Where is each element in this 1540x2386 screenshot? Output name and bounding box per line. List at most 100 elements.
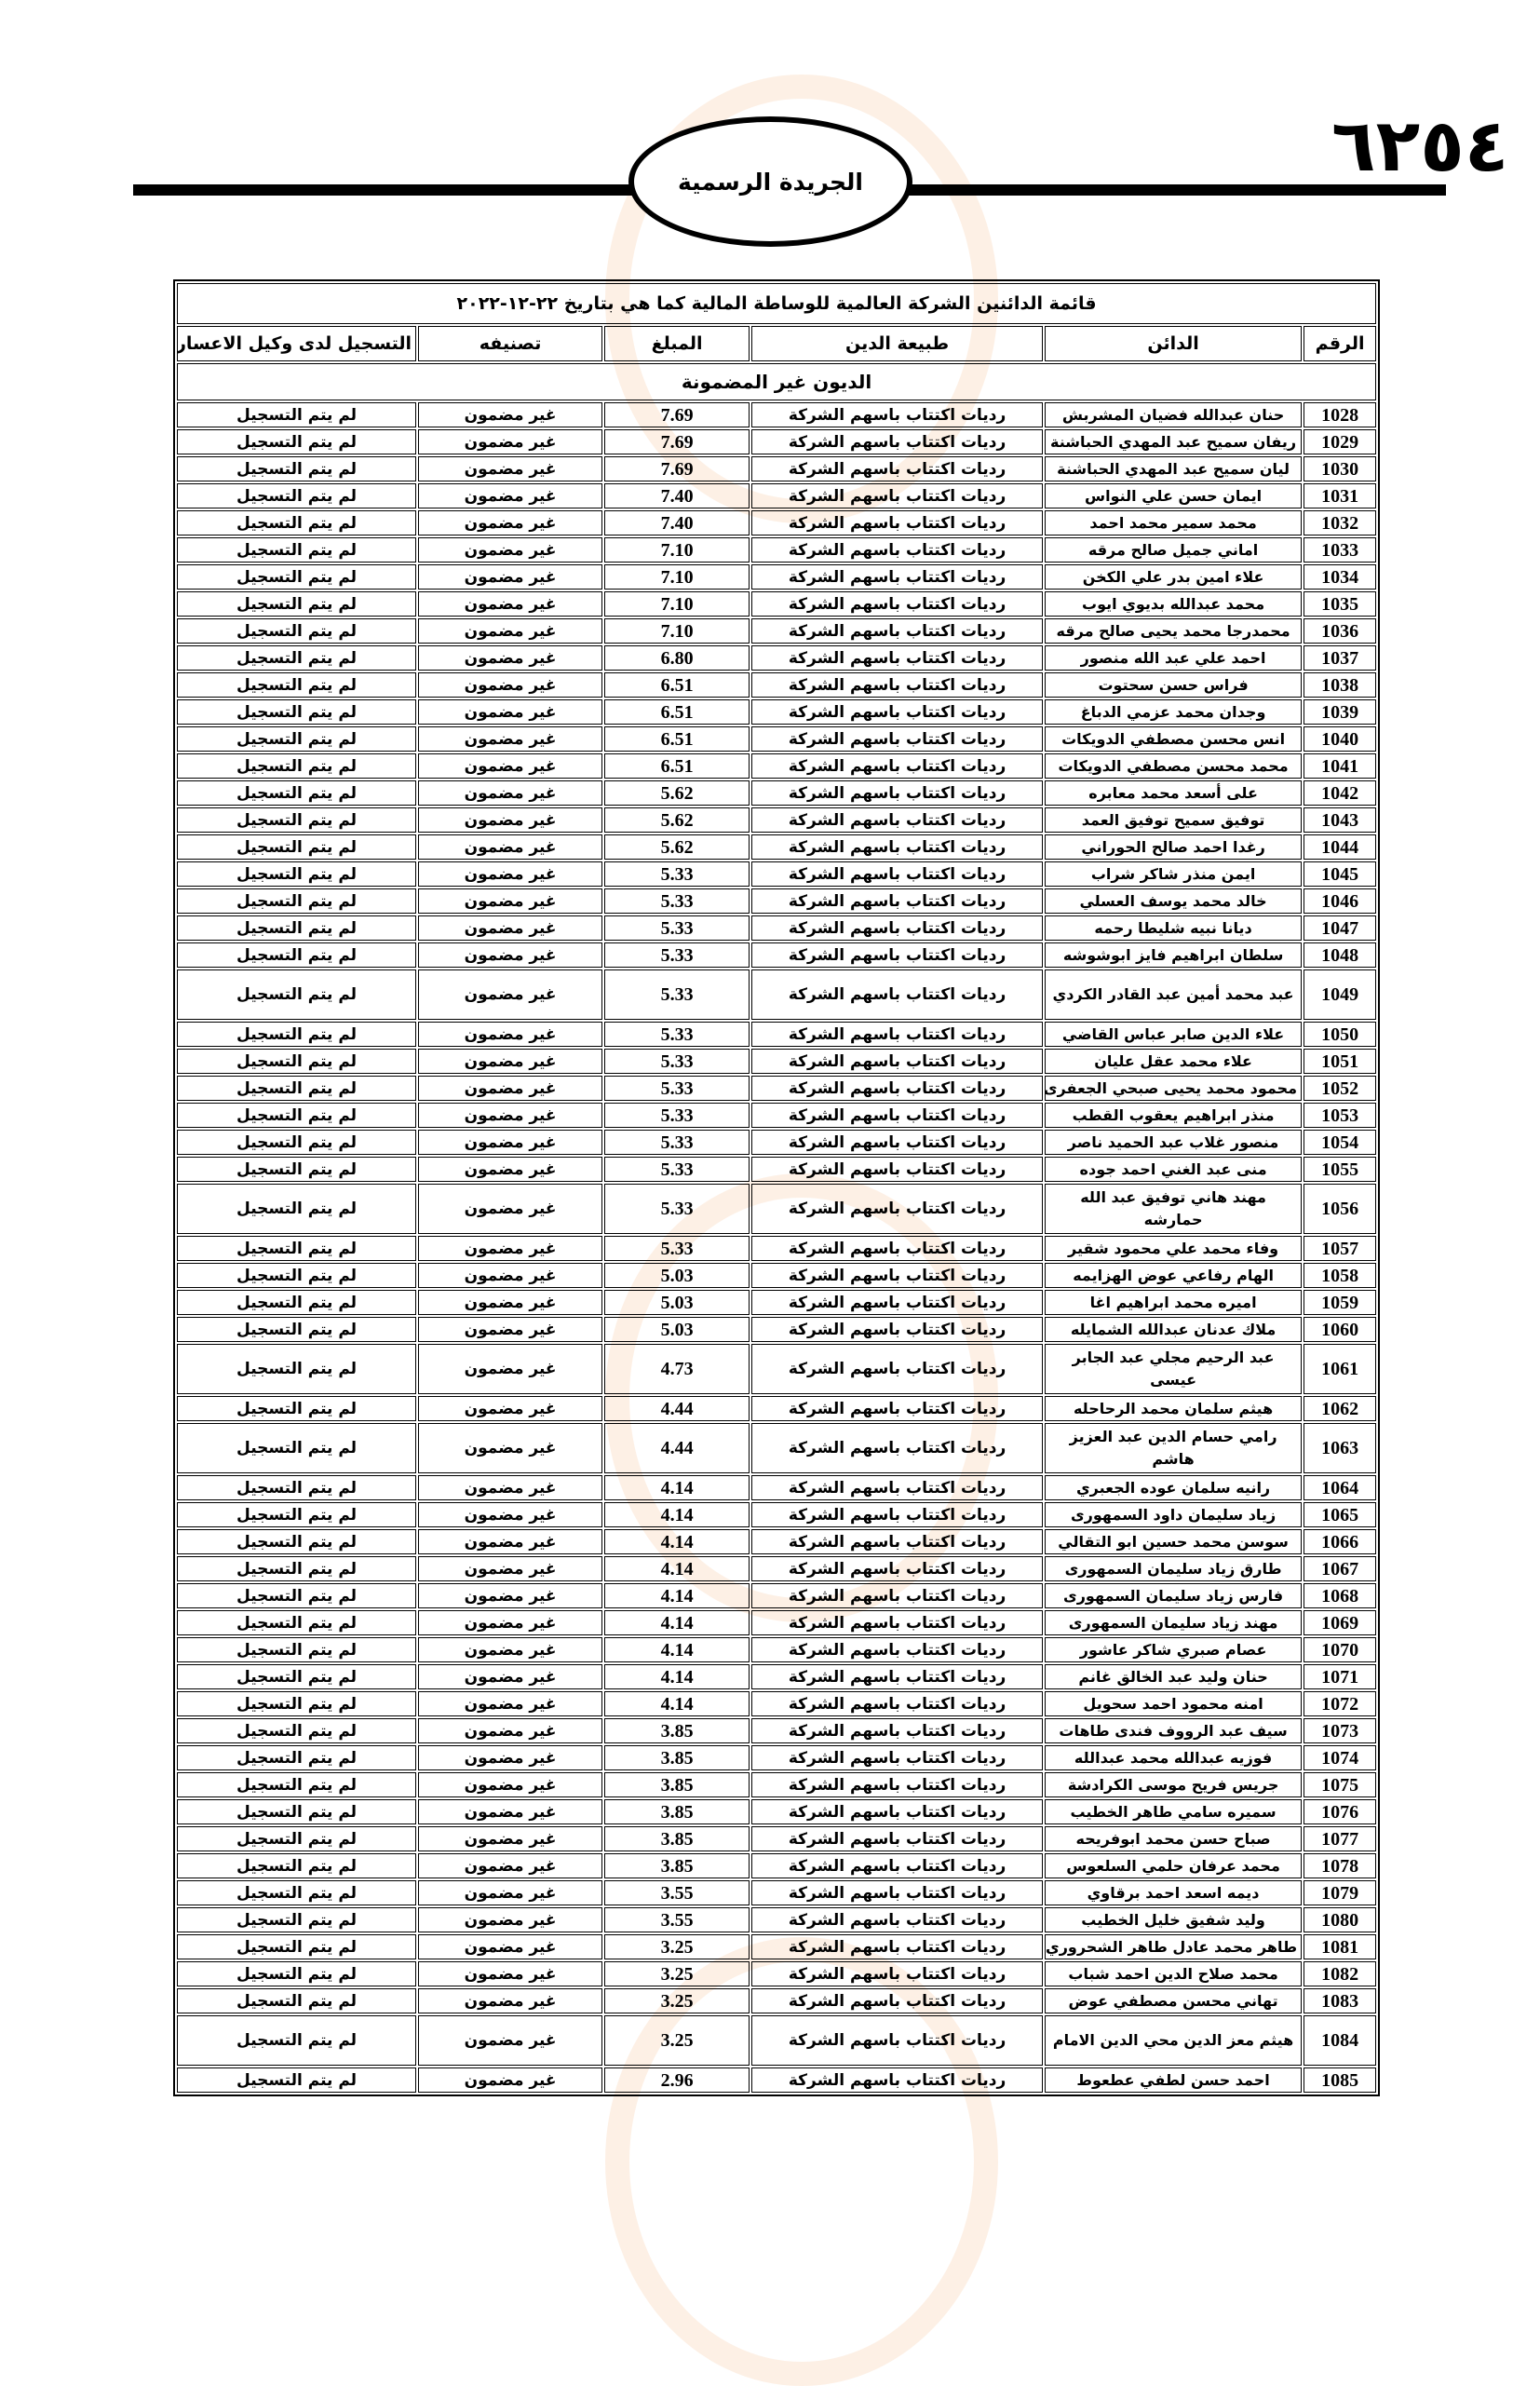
amount: 3.85 [604, 1799, 750, 1824]
table-row: 1057 وفاء محمد علي محمود شقير رديات اكتتاب… [177, 1236, 1377, 1261]
creditor-name: منصور غلاب عبد الحميد ناصر [1045, 1130, 1303, 1155]
amount: 4.14 [604, 1475, 750, 1500]
registration-status: لم يتم التسجيل [177, 1022, 417, 1047]
debt-nature: رديات اكتتاب باسهم الشركة [751, 1236, 1044, 1261]
creditor-name: جريس فريح موسى الكرادشة [1045, 1772, 1303, 1797]
amount: 4.14 [604, 1529, 750, 1554]
table-row: 1052 محمود محمد يحيى صبحي الجعفرى رديات اك… [177, 1076, 1377, 1101]
table-row: 1050 علاء الدين صابر عباس القاضي رديات اكت… [177, 1022, 1377, 1047]
debt-nature: رديات اكتتاب باسهم الشركة [751, 780, 1044, 806]
creditor-name: وجدان محمد عزمي الدباغ [1045, 699, 1303, 725]
table-row: 1073 سيف عبد الرووف فندى طاهات رديات اكتتا… [177, 1718, 1377, 1743]
registration-status: لم يتم التسجيل [177, 726, 417, 752]
row-number: 1058 [1304, 1263, 1377, 1288]
classification: غير مضمون [418, 1184, 603, 1234]
amount: 7.10 [604, 564, 750, 590]
classification: غير مضمون [418, 861, 603, 887]
creditor-name: رانيه سلمان عوده الجعبري [1045, 1475, 1303, 1500]
table-row: 1055 منى عبد الغني احمد جوده رديات اكتتاب … [177, 1157, 1377, 1182]
creditors-table: قائمة الدائنين الشركة العالمية للوساطة ا… [173, 279, 1381, 2096]
row-number: 1038 [1304, 672, 1377, 698]
table-row: 1083 تهاني محسن مصطفي عوض رديات اكتتاب باس… [177, 1988, 1377, 2013]
debt-nature: رديات اكتتاب باسهم الشركة [751, 429, 1044, 454]
row-number: 1045 [1304, 861, 1377, 887]
classification: غير مضمون [418, 429, 603, 454]
table-row: 1053 منذر ابراهيم يعقوب القطب رديات اكتتاب… [177, 1103, 1377, 1128]
amount: 5.33 [604, 942, 750, 968]
creditor-name: طاهر محمد عادل طاهر الشحروري [1045, 1934, 1303, 1959]
row-number: 1056 [1304, 1184, 1377, 1234]
debt-nature: رديات اكتتاب باسهم الشركة [751, 861, 1044, 887]
classification: غير مضمون [418, 1263, 603, 1288]
row-number: 1073 [1304, 1718, 1377, 1743]
creditor-name: هيثم سلمان محمد الرحاحله [1045, 1396, 1303, 1421]
debt-nature: رديات اكتتاب باسهم الشركة [751, 510, 1044, 535]
table-row: 1081 طاهر محمد عادل طاهر الشحروري رديات اك… [177, 1934, 1377, 1959]
creditor-name: سميره سامي طاهر الخطيب [1045, 1799, 1303, 1824]
registration-status: لم يتم التسجيل [177, 1853, 417, 1878]
creditor-name: محمد سمير محمد احمد [1045, 510, 1303, 535]
registration-status: لم يتم التسجيل [177, 699, 417, 725]
amount: 3.25 [604, 1961, 750, 1986]
row-number: 1074 [1304, 1745, 1377, 1770]
table-row: 1034 علاء امين بدر علي الكخن رديات اكتتاب … [177, 564, 1377, 590]
classification: غير مضمون [418, 1610, 603, 1635]
creditor-name: رامي حسام الدين عبد العزيز هاشم [1045, 1423, 1303, 1473]
gazette-title: الجريدة الرسمية [677, 168, 864, 196]
debt-nature: رديات اكتتاب باسهم الشركة [751, 753, 1044, 779]
registration-status: لم يتم التسجيل [177, 1907, 417, 1932]
debt-nature: رديات اكتتاب باسهم الشركة [751, 1610, 1044, 1635]
row-number: 1028 [1304, 402, 1377, 427]
amount: 3.55 [604, 1907, 750, 1932]
classification: غير مضمون [418, 1475, 603, 1500]
table-row: 1049 عبد محمد أمين عبد القادر الكردي رديات… [177, 969, 1377, 1020]
table-row: 1046 خالد محمد يوسف العسلي رديات اكتتاب با… [177, 888, 1377, 914]
row-number: 1048 [1304, 942, 1377, 968]
table-row: 1062 هيثم سلمان محمد الرحاحله رديات اكتتاب… [177, 1396, 1377, 1421]
classification: غير مضمون [418, 1236, 603, 1261]
table-row: 1029 ريفان سميح عبد المهدي الحباشنة رديات … [177, 429, 1377, 454]
row-number: 1030 [1304, 456, 1377, 481]
debt-nature: رديات اكتتاب باسهم الشركة [751, 726, 1044, 752]
registration-status: لم يتم التسجيل [177, 888, 417, 914]
registration-status: لم يتم التسجيل [177, 1691, 417, 1716]
amount: 7.10 [604, 537, 750, 563]
debt-nature: رديات اكتتاب باسهم الشركة [751, 564, 1044, 590]
creditor-name: حنان وليد عبد الخالق غانم [1045, 1664, 1303, 1689]
amount: 3.25 [604, 2015, 750, 2066]
registration-status: لم يتم التسجيل [177, 1745, 417, 1770]
registration-status: لم يتم التسجيل [177, 1826, 417, 1851]
classification: غير مضمون [418, 1076, 603, 1101]
amount: 4.14 [604, 1610, 750, 1635]
row-number: 1043 [1304, 807, 1377, 833]
row-number: 1057 [1304, 1236, 1377, 1261]
amount: 6.51 [604, 726, 750, 752]
amount: 4.14 [604, 1691, 750, 1716]
classification: غير مضمون [418, 1022, 603, 1047]
creditor-name: مهند هاني توفيق عبد الله حمارشه [1045, 1184, 1303, 1234]
amount: 5.62 [604, 780, 750, 806]
registration-status: لم يتم التسجيل [177, 1502, 417, 1527]
creditor-name: سلطان ابراهيم فايز ابوشوشه [1045, 942, 1303, 968]
debt-nature: رديات اكتتاب باسهم الشركة [751, 1853, 1044, 1878]
debt-nature: رديات اكتتاب باسهم الشركة [751, 645, 1044, 671]
debt-nature: رديات اكتتاب باسهم الشركة [751, 1022, 1044, 1047]
creditor-name: احمد علي عبد الله منصور [1045, 645, 1303, 671]
debt-nature: رديات اكتتاب باسهم الشركة [751, 1556, 1044, 1581]
row-number: 1063 [1304, 1423, 1377, 1473]
creditor-name: حنان عبدالله فضيان المشربش [1045, 402, 1303, 427]
classification: غير مضمون [418, 699, 603, 725]
registration-status: لم يتم التسجيل [177, 1772, 417, 1797]
creditor-name: اميره محمد ابراهيم اغا [1045, 1290, 1303, 1315]
debt-nature: رديات اكتتاب باسهم الشركة [751, 888, 1044, 914]
registration-status: لم يتم التسجيل [177, 1880, 417, 1905]
registration-status: لم يتم التسجيل [177, 1130, 417, 1155]
section-title: الديون غير المضمونة [177, 363, 1377, 400]
row-number: 1075 [1304, 1772, 1377, 1797]
debt-nature: رديات اكتتاب باسهم الشركة [751, 1184, 1044, 1234]
row-number: 1083 [1304, 1988, 1377, 2013]
row-number: 1080 [1304, 1907, 1377, 1932]
creditor-name: علاء محمد عقل عليان [1045, 1049, 1303, 1074]
debt-nature: رديات اكتتاب باسهم الشركة [751, 1076, 1044, 1101]
registration-status: لم يتم التسجيل [177, 915, 417, 941]
